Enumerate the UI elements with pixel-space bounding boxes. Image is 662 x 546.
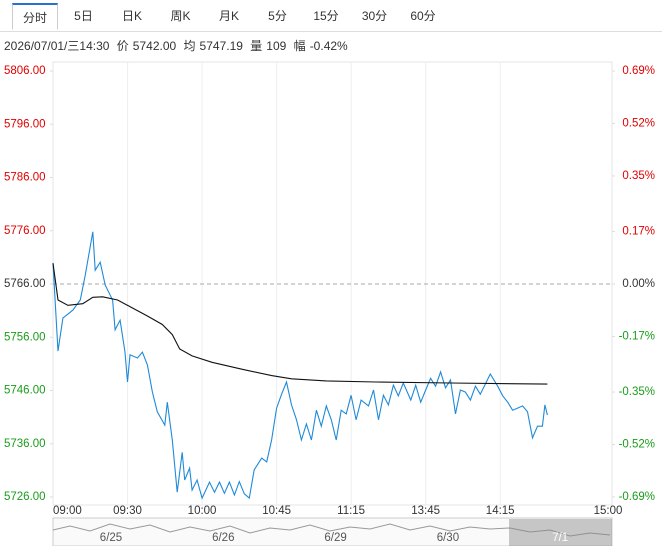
quote-avg: 5747.19 [199,39,243,53]
quote-time: 2026/07/01/三14:30 [4,39,110,53]
quote-label: 均 [183,39,196,53]
price-line [52,231,548,500]
y-tick-label: 5776.00 [4,225,46,237]
y-tick-label: 5796.00 [4,118,46,130]
y2-tick-label: -0.35% [619,386,655,398]
tab[interactable]: 分时 [12,3,58,30]
tab[interactable]: 5日 [74,9,93,23]
navigator-date: 6/29 [324,532,346,544]
plot-frame [52,61,613,506]
tab-bar: 分时 5日 日K 周K 月K 5分 15分 30分 60分 [0,0,662,32]
y-tick-label: 5806.00 [4,65,46,77]
y2-tick-label: -0.52% [619,439,655,451]
tab[interactable]: 15分 [313,9,339,23]
x-tick-label: 14:15 [486,505,515,517]
y-tick-label: 5736.00 [4,438,46,450]
y-tick-label: 5786.00 [4,172,46,184]
tab[interactable]: 周K [170,9,191,23]
tab[interactable]: 60分 [410,9,436,23]
y-tick-label: 5766.00 [4,278,46,290]
navigator[interactable] [52,517,613,546]
y2-tick-label: 0.35% [622,170,655,182]
tab[interactable]: 日K [121,9,142,23]
y-tick-label: 5756.00 [4,331,46,343]
navigator-date: 6/25 [100,532,122,544]
navigator-date: 6/26 [212,532,234,544]
price-line [52,263,548,385]
navigator-date: 7/1 [552,532,568,544]
x-tick-label: 10:00 [188,505,217,517]
x-tick-label: 15:00 [594,505,623,517]
y2-tick-label: 0.17% [622,226,655,238]
x-tick-label: 13:45 [411,505,440,517]
tab[interactable]: 30分 [361,9,388,23]
navigator-date: 6/30 [437,532,459,544]
quote-label: 量 [250,39,263,53]
quote-label: 价 [116,39,129,53]
y2-tick-label: 0.52% [622,118,655,130]
navigator-dates: 6/25 6/26 6/29 6/30 7/1 [100,532,568,544]
x-tick-label: 09:00 [53,505,82,517]
tab[interactable]: 5分 [268,9,287,23]
x-tick-label: 10:45 [262,505,291,517]
y-tick-label: 5726.00 [4,491,46,503]
tab[interactable]: 月K [218,9,239,23]
quote-line: 2026/07/01/三14:30 价 5742.00 均 5747.19 量 109… [4,37,352,54]
quote-price: 5742.00 [132,39,177,53]
y2-tick-label: -0.17% [619,331,655,343]
x-tick-label: 09:30 [113,505,142,517]
navigator-sparkline [52,523,611,537]
quote-label: 幅 [293,39,306,53]
y2-tick-label: 0.69% [622,65,655,77]
y2-tick-label: 0.00% [622,278,655,290]
quote-change: -0.42% [309,39,348,53]
y-tick-label: 5746.00 [4,385,46,397]
quote-volume: 109 [266,39,287,53]
y2-tick-label: -0.69% [619,491,655,503]
x-tick-label: 11:15 [337,505,365,517]
navigator-window[interactable] [509,519,612,546]
